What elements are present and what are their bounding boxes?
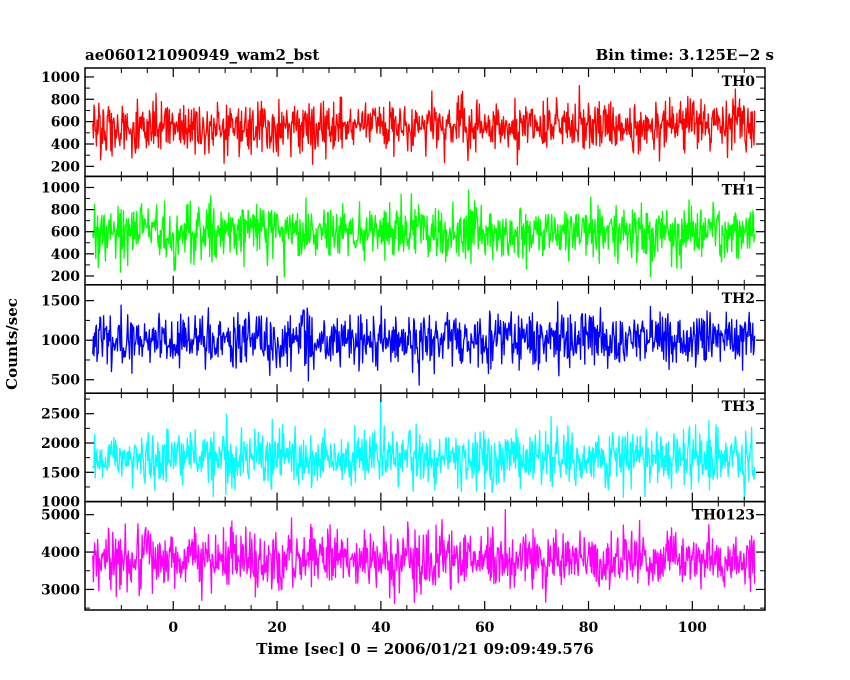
- y-tick-label: 1500: [41, 465, 80, 481]
- series-th0123-line: [92, 508, 756, 605]
- y-tick-label: 1000: [41, 495, 80, 511]
- x-tick-label: 60: [475, 620, 495, 636]
- y-axis-label: Counts/sec: [3, 298, 21, 390]
- series-th1-line: [92, 189, 756, 278]
- y-tick-label: 800: [51, 203, 80, 219]
- y-tick-label: 2500: [41, 407, 80, 423]
- chart-title-left: ae060121090949_wam2_bst: [85, 46, 319, 64]
- y-tick-label: 1000: [41, 180, 80, 196]
- y-tick-label: 200: [51, 159, 80, 175]
- chart-title-right: Bin time: 3.125E−2 s: [596, 46, 774, 64]
- y-tick-label: 800: [51, 92, 80, 108]
- x-axis-label: Time [sec] 0 = 2006/01/21 09:09:49.576: [256, 640, 593, 658]
- y-tick-label: 1000: [41, 70, 80, 86]
- x-tick-label: 40: [371, 620, 391, 636]
- x-tick-label: 0: [168, 620, 178, 636]
- x-tick-label: 80: [579, 620, 599, 636]
- series-th2-line: [92, 301, 756, 386]
- panel-th1: 200 400 600 800 1000 TH1: [41, 175, 766, 286]
- panel-label-th3: TH3: [722, 399, 755, 415]
- panel-label-th1: TH1: [722, 182, 755, 198]
- y-tick-label: 600: [51, 225, 80, 241]
- panel-th3: 1000 1500 2000 2500 TH3: [41, 392, 766, 511]
- y-tick-label: 2000: [41, 436, 80, 452]
- y-tick-label: 400: [51, 137, 80, 153]
- y-tick-label: 200: [51, 269, 80, 285]
- y-tick-label: 600: [51, 115, 80, 131]
- panel-th0123: 3000 4000 5000 TH0123: [41, 500, 766, 611]
- panel-th0: 200 400 600 800 1000 TH0: [41, 67, 766, 178]
- y-tick-label: 1500: [41, 294, 80, 310]
- panel-label-th0: TH0: [722, 74, 756, 90]
- y-tick-label: 3000: [41, 582, 80, 598]
- panel-label-th2: TH2: [722, 291, 755, 307]
- y-tick-label: 400: [51, 247, 80, 263]
- panel-label-th0123: TH0123: [692, 508, 755, 524]
- x-tick-label: 100: [678, 620, 707, 636]
- series-th0-line: [92, 85, 756, 166]
- panel-frame: [84, 500, 766, 611]
- y-tick-label: 4000: [41, 545, 80, 561]
- y-tick-label: 1000: [41, 333, 80, 349]
- x-tick-label: 20: [267, 620, 287, 636]
- y-tick-label: 500: [51, 373, 80, 389]
- panel-th2: 500 1000 1500 TH2: [41, 284, 766, 394]
- y-tick-label: 5000: [41, 508, 80, 524]
- series-th3-line: [92, 400, 756, 500]
